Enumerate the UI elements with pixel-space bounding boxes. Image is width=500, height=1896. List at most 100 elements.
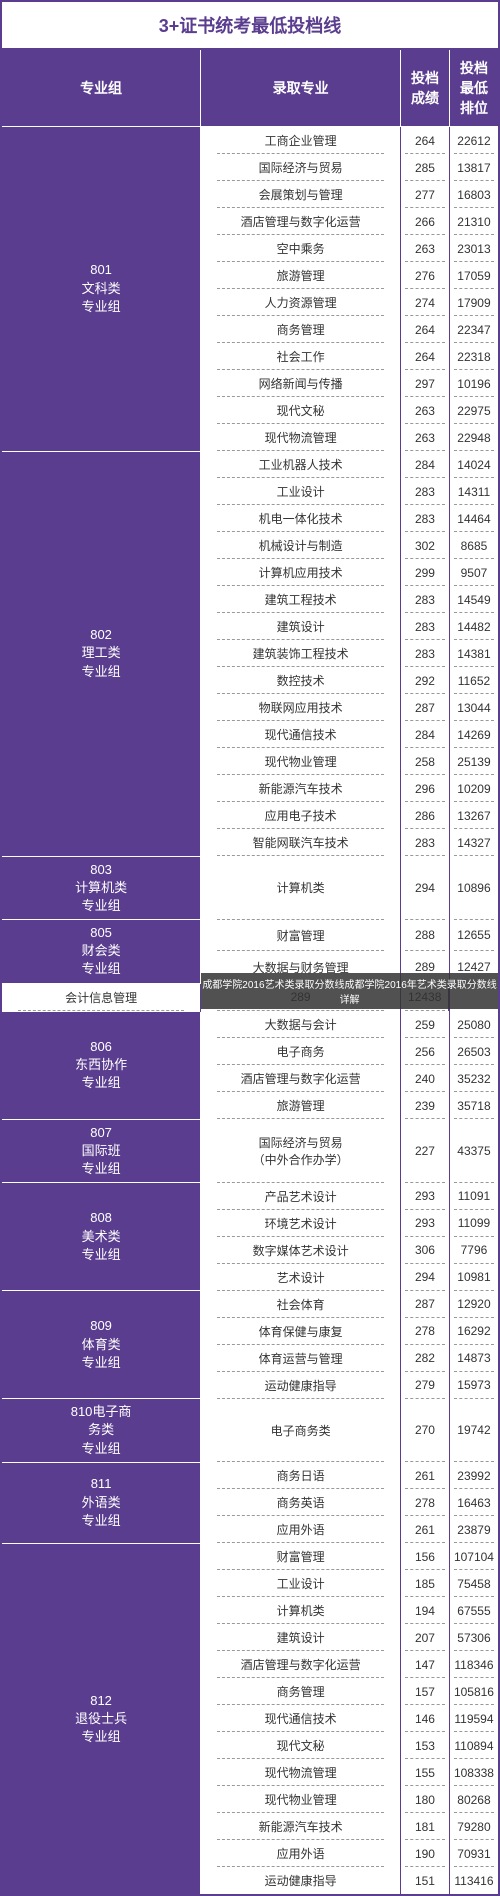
- score-cell: 261: [401, 1516, 450, 1543]
- major-cell: 财富管理: [201, 1543, 401, 1570]
- admission-score-table: 3+证书统考最低投档线专业组录取专业投档成绩投档最低排位801文科类专业组工商企…: [0, 0, 500, 1896]
- score-cell: 155: [401, 1759, 450, 1786]
- rank-cell: 22612: [449, 127, 499, 155]
- rank-cell: 22318: [449, 343, 499, 370]
- score-cell: 147: [401, 1651, 450, 1678]
- score-cell: 279: [401, 1372, 450, 1399]
- rank-cell: 16463: [449, 1489, 499, 1516]
- score-cell: 259: [401, 1011, 450, 1038]
- major-cell: 应用电子技术: [201, 802, 401, 829]
- major-cell: 国际经济与贸易（中外合作办学）: [201, 1119, 401, 1183]
- score-cell: 180: [401, 1786, 450, 1813]
- rank-cell: 12655: [449, 920, 499, 952]
- score-cell: 282: [401, 1345, 450, 1372]
- score-cell: 283: [401, 505, 450, 532]
- major-cell: 运动健康指导: [201, 1372, 401, 1399]
- score-cell: 283: [401, 829, 450, 856]
- column-header: 专业组: [1, 49, 201, 127]
- score-cell: 270: [401, 1399, 450, 1463]
- major-cell: 体育运营与管理: [201, 1345, 401, 1372]
- score-cell: 283: [401, 640, 450, 667]
- score-cell: 284: [401, 721, 450, 748]
- score-cell: 296: [401, 775, 450, 802]
- major-cell: 新能源汽车技术: [201, 775, 401, 802]
- score-cell: 263: [401, 235, 450, 262]
- major-cell: 工业设计: [201, 1570, 401, 1597]
- major-cell: 建筑工程技术: [201, 586, 401, 613]
- score-cell: 285: [401, 154, 450, 181]
- major-cell: 艺术设计: [201, 1264, 401, 1291]
- score-cell: 263: [401, 397, 450, 424]
- group-cell: 806东西协作专业组: [1, 1011, 201, 1119]
- major-cell: 机械设计与制造: [201, 532, 401, 559]
- score-cell: 287: [401, 694, 450, 721]
- rank-cell: 108338: [449, 1759, 499, 1786]
- group-cell: 809体育类专业组: [1, 1291, 201, 1399]
- score-cell: 190: [401, 1840, 450, 1867]
- rank-cell: 14464: [449, 505, 499, 532]
- score-cell: 261: [401, 1462, 450, 1489]
- column-header: 投档成绩: [401, 49, 450, 127]
- score-cell: 292: [401, 667, 450, 694]
- score-cell: 293: [401, 1210, 450, 1237]
- major-cell: 现代物业管理: [201, 1786, 401, 1813]
- rank-cell: 14311: [449, 478, 499, 505]
- score-cell: 207: [401, 1624, 450, 1651]
- score-cell: 299: [401, 559, 450, 586]
- rank-cell: 14327: [449, 829, 499, 856]
- major-cell: 现代物业管理: [201, 748, 401, 775]
- score-cell: 264: [401, 127, 450, 155]
- score-cell: 284: [401, 451, 450, 478]
- major-cell: 社会体育: [201, 1291, 401, 1318]
- rank-cell: 14549: [449, 586, 499, 613]
- major-cell: 数字媒体艺术设计: [201, 1237, 401, 1264]
- rank-cell: 11091: [449, 1183, 499, 1210]
- rank-cell: 16803: [449, 181, 499, 208]
- major-cell: 环境艺术设计: [201, 1210, 401, 1237]
- rank-cell: 119594: [449, 1705, 499, 1732]
- major-cell: 应用外语: [201, 1516, 401, 1543]
- rank-cell: 23992: [449, 1462, 499, 1489]
- major-cell: 体育保健与康复: [201, 1318, 401, 1345]
- rank-cell: 19742: [449, 1399, 499, 1463]
- score-cell: 240: [401, 1065, 450, 1092]
- score-cell: 297: [401, 370, 450, 397]
- rank-cell: 79280: [449, 1813, 499, 1840]
- group-cell: 805财会类专业组: [1, 920, 201, 984]
- rank-cell: 14269: [449, 721, 499, 748]
- major-cell: 现代通信技术: [201, 721, 401, 748]
- major-cell: 产品艺术设计: [201, 1183, 401, 1210]
- major-cell: 人力资源管理: [201, 289, 401, 316]
- rank-cell: 13267: [449, 802, 499, 829]
- major-cell: 机电一体化技术: [201, 505, 401, 532]
- rank-cell: 25139: [449, 748, 499, 775]
- major-cell: 商务管理: [201, 316, 401, 343]
- major-cell: 应用外语: [201, 1840, 401, 1867]
- group-cell: 802理工类专业组: [1, 451, 201, 856]
- score-cell: 194: [401, 1597, 450, 1624]
- major-cell: 网络新闻与传播: [201, 370, 401, 397]
- rank-cell: 67555: [449, 1597, 499, 1624]
- score-cell: 278: [401, 1489, 450, 1516]
- score-cell: 239: [401, 1092, 450, 1119]
- major-cell: 空中乘务: [201, 235, 401, 262]
- rank-cell: 11652: [449, 667, 499, 694]
- score-cell: 263: [401, 424, 450, 451]
- rank-cell: 35232: [449, 1065, 499, 1092]
- major-cell: 社会工作: [201, 343, 401, 370]
- score-cell: 153: [401, 1732, 450, 1759]
- score-cell: 256: [401, 1038, 450, 1065]
- major-cell: 旅游管理: [201, 262, 401, 289]
- rank-cell: 22347: [449, 316, 499, 343]
- major-cell: 酒店管理与数字化运营: [201, 1651, 401, 1678]
- rank-cell: 25080: [449, 1011, 499, 1038]
- major-cell: 现代物流管理: [201, 1759, 401, 1786]
- group-cell: 801文科类专业组: [1, 127, 201, 452]
- rank-cell: 10209: [449, 775, 499, 802]
- score-cell: 264: [401, 316, 450, 343]
- rank-cell: 23879: [449, 1516, 499, 1543]
- score-cell: 274: [401, 289, 450, 316]
- score-cell: 278: [401, 1318, 450, 1345]
- rank-cell: 21310: [449, 208, 499, 235]
- rank-cell: 16292: [449, 1318, 499, 1345]
